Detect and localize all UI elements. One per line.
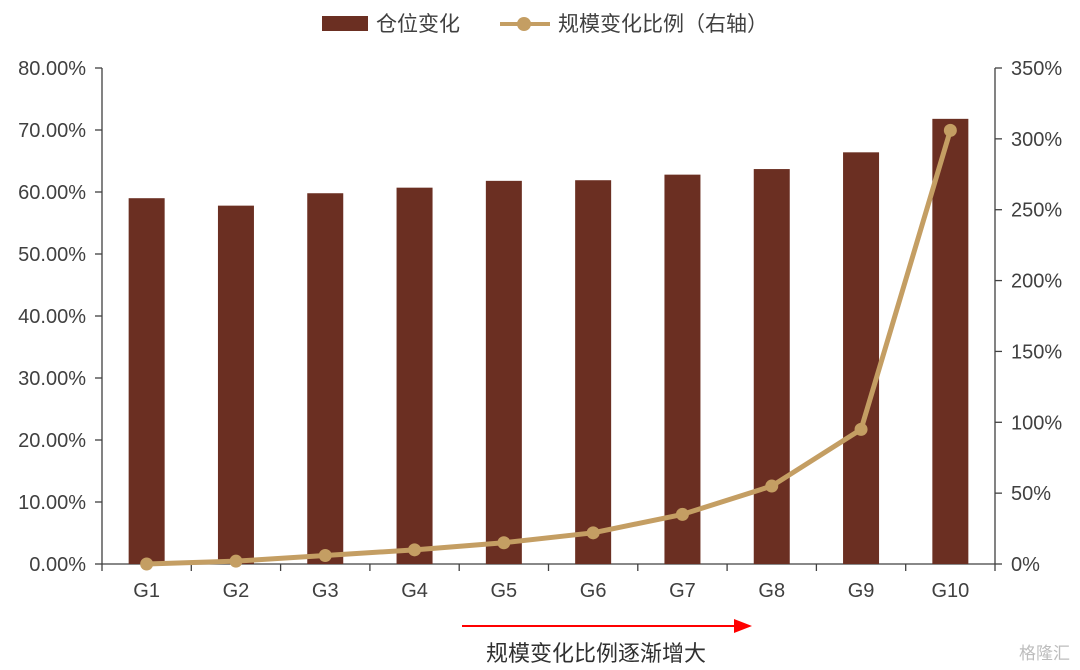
y-right-tick-label: 150% [1011,341,1062,363]
x-tick-label: G4 [401,580,428,602]
line-point [586,526,600,540]
y-left-tick-label: 50.00% [18,244,86,266]
legend-line-swatch [500,16,550,31]
legend: 仓位变化 规模变化比例（右轴） [322,8,808,38]
line-point [675,507,689,521]
x-tick-label: G10 [931,580,969,602]
y-left-tick-label: 30.00% [18,368,86,390]
line-point [140,557,154,571]
y-right-tick-label: 250% [1011,200,1062,222]
line-point [765,479,779,493]
bar [485,180,522,564]
legend-item-line: 规模变化比例（右轴） [500,8,768,38]
y-right-tick-label: 350% [1011,58,1062,80]
watermark: 格隆汇 [1019,644,1070,664]
tick-labels: 0.00% 10.00% 20.00% 30.00% 40.00% 50.00% 60.00… [18,58,1062,602]
y-left-tick-label: 80.00% [18,58,86,80]
y-left-tick-label: 70.00% [18,120,86,142]
line-series [140,123,957,571]
legend-item-bar: 仓位变化 [322,8,460,38]
y-left-tick-label: 40.00% [18,306,86,328]
x-tick-label: G5 [491,580,518,602]
y-right-tick-label: 200% [1011,271,1062,293]
x-tick-label: G3 [312,580,339,602]
line-point [408,543,422,557]
bar [664,174,701,564]
trend-annotation: 规模变化比例逐渐增大 [486,642,707,667]
line-point [229,554,243,568]
y-right-tick-label: 100% [1011,412,1062,434]
line-point [497,536,511,550]
x-tick-label: G9 [848,580,875,602]
legend-bar-swatch [322,15,368,31]
bar [843,152,880,564]
y-left-tick-label: 60.00% [18,182,86,204]
legend-line-label: 规模变化比例（右轴） [558,13,768,36]
y-left-tick-label: 10.00% [18,492,86,514]
legend-bar-label: 仓位变化 [376,13,460,36]
bars-series [128,118,969,565]
bar [753,169,790,564]
line-point [943,123,957,137]
bar [932,118,969,564]
y-right-tick-label: 300% [1011,129,1062,151]
bar [217,205,254,564]
bar [307,193,344,565]
x-tick-label: G7 [669,580,696,602]
trend-arrow-shaft [462,625,734,627]
line-point [854,422,868,436]
line-path [144,127,953,567]
y-right-tick-label: 0% [1011,554,1040,576]
bar [396,187,433,564]
x-tick-label: G8 [758,580,785,602]
x-tick-label: G1 [133,580,160,602]
trend-arrow-head [734,619,752,633]
y-left-tick-label: 20.00% [18,430,86,452]
bar [128,198,165,564]
trend-arrow [462,615,752,637]
x-tick-label: G2 [223,580,250,602]
bar [575,180,612,564]
x-tick-label: G6 [580,580,607,602]
y-right-tick-label: 50% [1011,483,1051,505]
y-left-tick-label: 0.00% [29,554,86,576]
line-point [318,548,332,562]
